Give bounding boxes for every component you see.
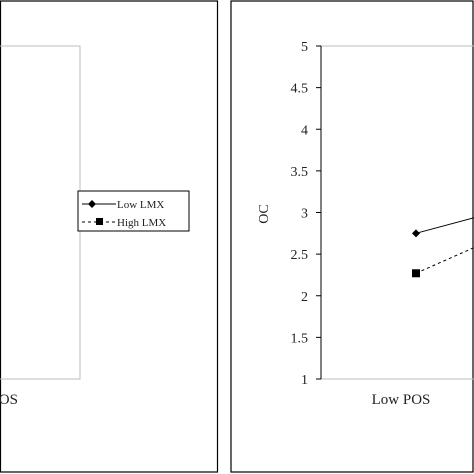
legend-label-high-lmx: High LMX [117, 217, 166, 229]
data-point-high-lmx [412, 269, 420, 278]
y-tick-label: 4.5 [291, 82, 309, 97]
left-x-tick-label: POS [0, 392, 18, 408]
series-group [412, 217, 474, 278]
y-tick-label: 2 [301, 290, 308, 305]
square-icon [96, 218, 103, 225]
right-x-tick-label-low-pos: Low POS [372, 392, 431, 408]
left-chart: POS Low LMX High LMX [0, 45, 190, 408]
y-axis-label: OC [257, 204, 272, 223]
y-tick-label: 4 [301, 123, 308, 138]
legend-item-high-lmx: High LMX [82, 217, 166, 229]
y-tick-label: 5 [301, 40, 308, 55]
series-line-high-lmx [415, 247, 474, 274]
left-panel-frame [0, 0, 219, 473]
series-line-low-lmx [415, 217, 474, 234]
y-axis-ticks: 1 1.5 2 2.5 3 3.5 4 4.5 5 [291, 40, 321, 388]
data-point-low-lmx [412, 229, 420, 238]
right-chart: 1 1.5 2 2.5 3 3.5 4 4.5 5 OC Low POS [257, 40, 474, 408]
y-tick-label: 3 [301, 207, 308, 222]
right-panel-frame [230, 0, 474, 473]
diamond-icon [88, 200, 96, 208]
y-tick-label: 2.5 [291, 248, 309, 263]
legend-label-low-lmx: Low LMX [117, 199, 164, 211]
legend-item-low-lmx: Low LMX [82, 199, 164, 211]
y-tick-label: 1 [301, 373, 308, 388]
y-tick-label: 3.5 [291, 165, 309, 180]
y-tick-label: 1.5 [291, 331, 309, 346]
legend: Low LMX High LMX [77, 190, 190, 232]
